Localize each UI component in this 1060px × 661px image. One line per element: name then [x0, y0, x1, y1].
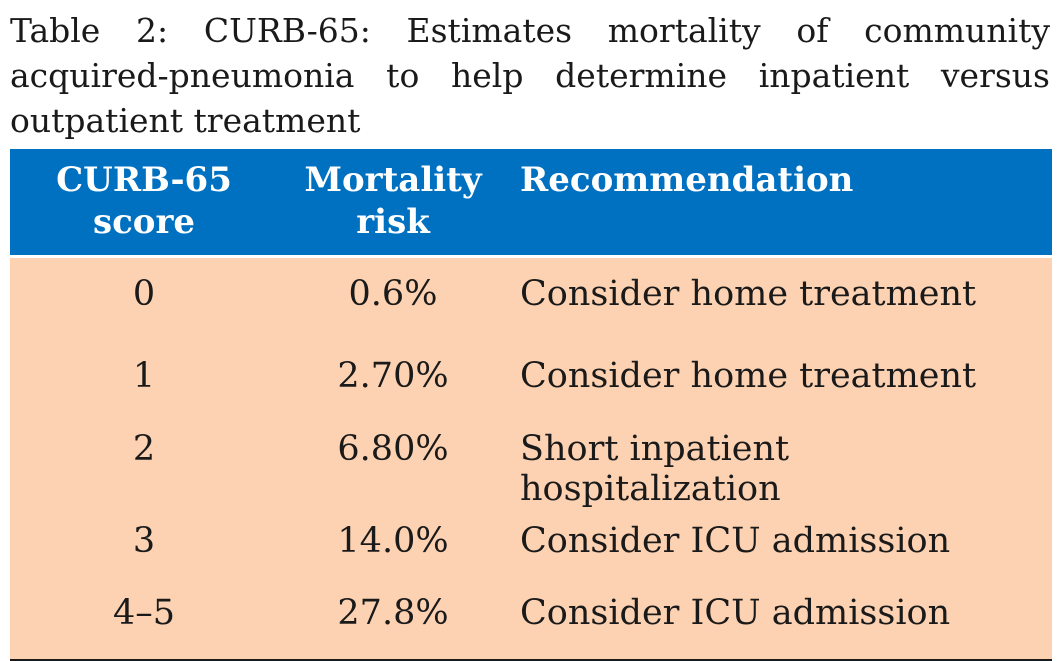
cell-recommendation: Consider home treatment	[520, 356, 977, 396]
header-mortality-line2: risk	[356, 202, 430, 242]
cell-score: 2	[132, 429, 156, 469]
cell-mortality: 14.0%	[337, 521, 449, 561]
table-row: 3 14.0% Consider ICU admission	[10, 509, 1052, 583]
cell-mortality: 2.70%	[337, 356, 449, 396]
table-caption: Table 2: CURB-65: Estimates mortality of…	[10, 11, 1050, 140]
column-header-recommendation: Recommendation	[508, 149, 1052, 258]
cell-mortality: 27.8%	[278, 583, 508, 661]
cell-mortality: 6.80%	[337, 429, 449, 469]
table-row: 1 2.70% Consider home treatment	[10, 342, 1052, 418]
cell-score: 4–5	[10, 583, 278, 661]
column-header-score: CURB-65 score	[10, 149, 278, 258]
header-row: CURB-65 score Mortality risk Recommendat…	[10, 149, 1052, 258]
curb65-table: CURB-65 score Mortality risk Recommendat…	[10, 149, 1052, 661]
header-score-line1: CURB-65	[56, 160, 232, 200]
table-row: 2 6.80% Short inpatient hospitalization	[10, 418, 1052, 509]
header-mortality-line1: Mortality	[304, 160, 482, 200]
table-body: 0 0.6% Consider home treatment 1 2.70% C…	[10, 256, 1052, 661]
cell-recommendation: Consider ICU admission	[520, 521, 951, 561]
cell-score: 3	[132, 521, 156, 561]
cell-recommendation: Short inpatient hospitalization	[520, 429, 790, 509]
cell-score: 1	[132, 356, 156, 396]
cell-mortality: 0.6%	[348, 274, 438, 314]
table-header: CURB-65 score Mortality risk Recommendat…	[10, 149, 1052, 258]
cell-recommendation: Consider home treatment	[520, 274, 977, 314]
table-row: 4–5 27.8% Consider ICU admission	[10, 583, 1052, 661]
header-score-line2: score	[92, 202, 196, 242]
data-table: CURB-65 score Mortality risk Recommendat…	[10, 149, 1052, 661]
cell-score: 0	[132, 274, 156, 314]
table-row: 0 0.6% Consider home treatment	[10, 257, 1052, 343]
column-header-mortality: Mortality risk	[278, 149, 508, 258]
cell-recommendation: Consider ICU admission	[508, 583, 1052, 661]
